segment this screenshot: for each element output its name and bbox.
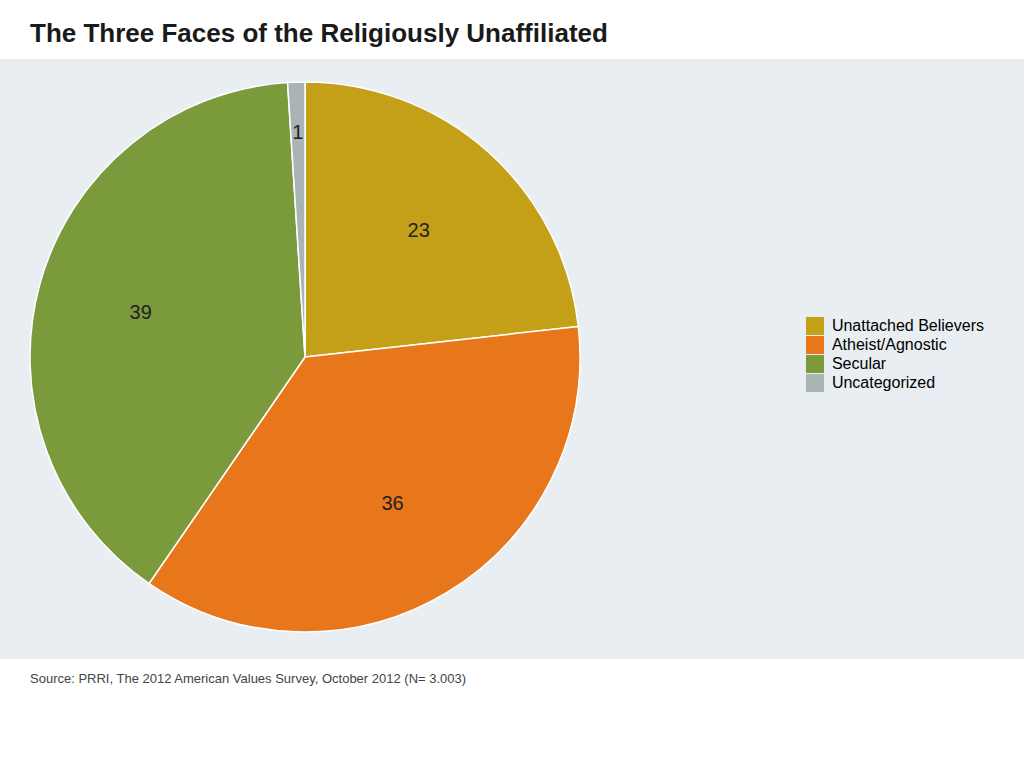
html-text:Secular: Secular bbox=[831, 355, 887, 372]
html-text:Atheist/Agnostic: Atheist/Agnostic bbox=[831, 336, 947, 353]
svg-text:39: 39 bbox=[130, 301, 152, 323]
svg-text:36: 36 bbox=[381, 492, 403, 514]
html-text:Source: PRRI, The 2012 America: Source: PRRI, The 2012 American Values S… bbox=[30, 671, 467, 686]
html-text:The Three Faces of the Religio: The Three Faces of the Religiously Unaff… bbox=[30, 18, 608, 48]
svg-text:23: 23 bbox=[408, 219, 430, 241]
svg-text:1: 1 bbox=[292, 121, 303, 143]
html-text:Unattached Believers: Unattached Believers bbox=[831, 317, 984, 334]
html-text:Uncategorized: Uncategorized bbox=[831, 374, 936, 391]
